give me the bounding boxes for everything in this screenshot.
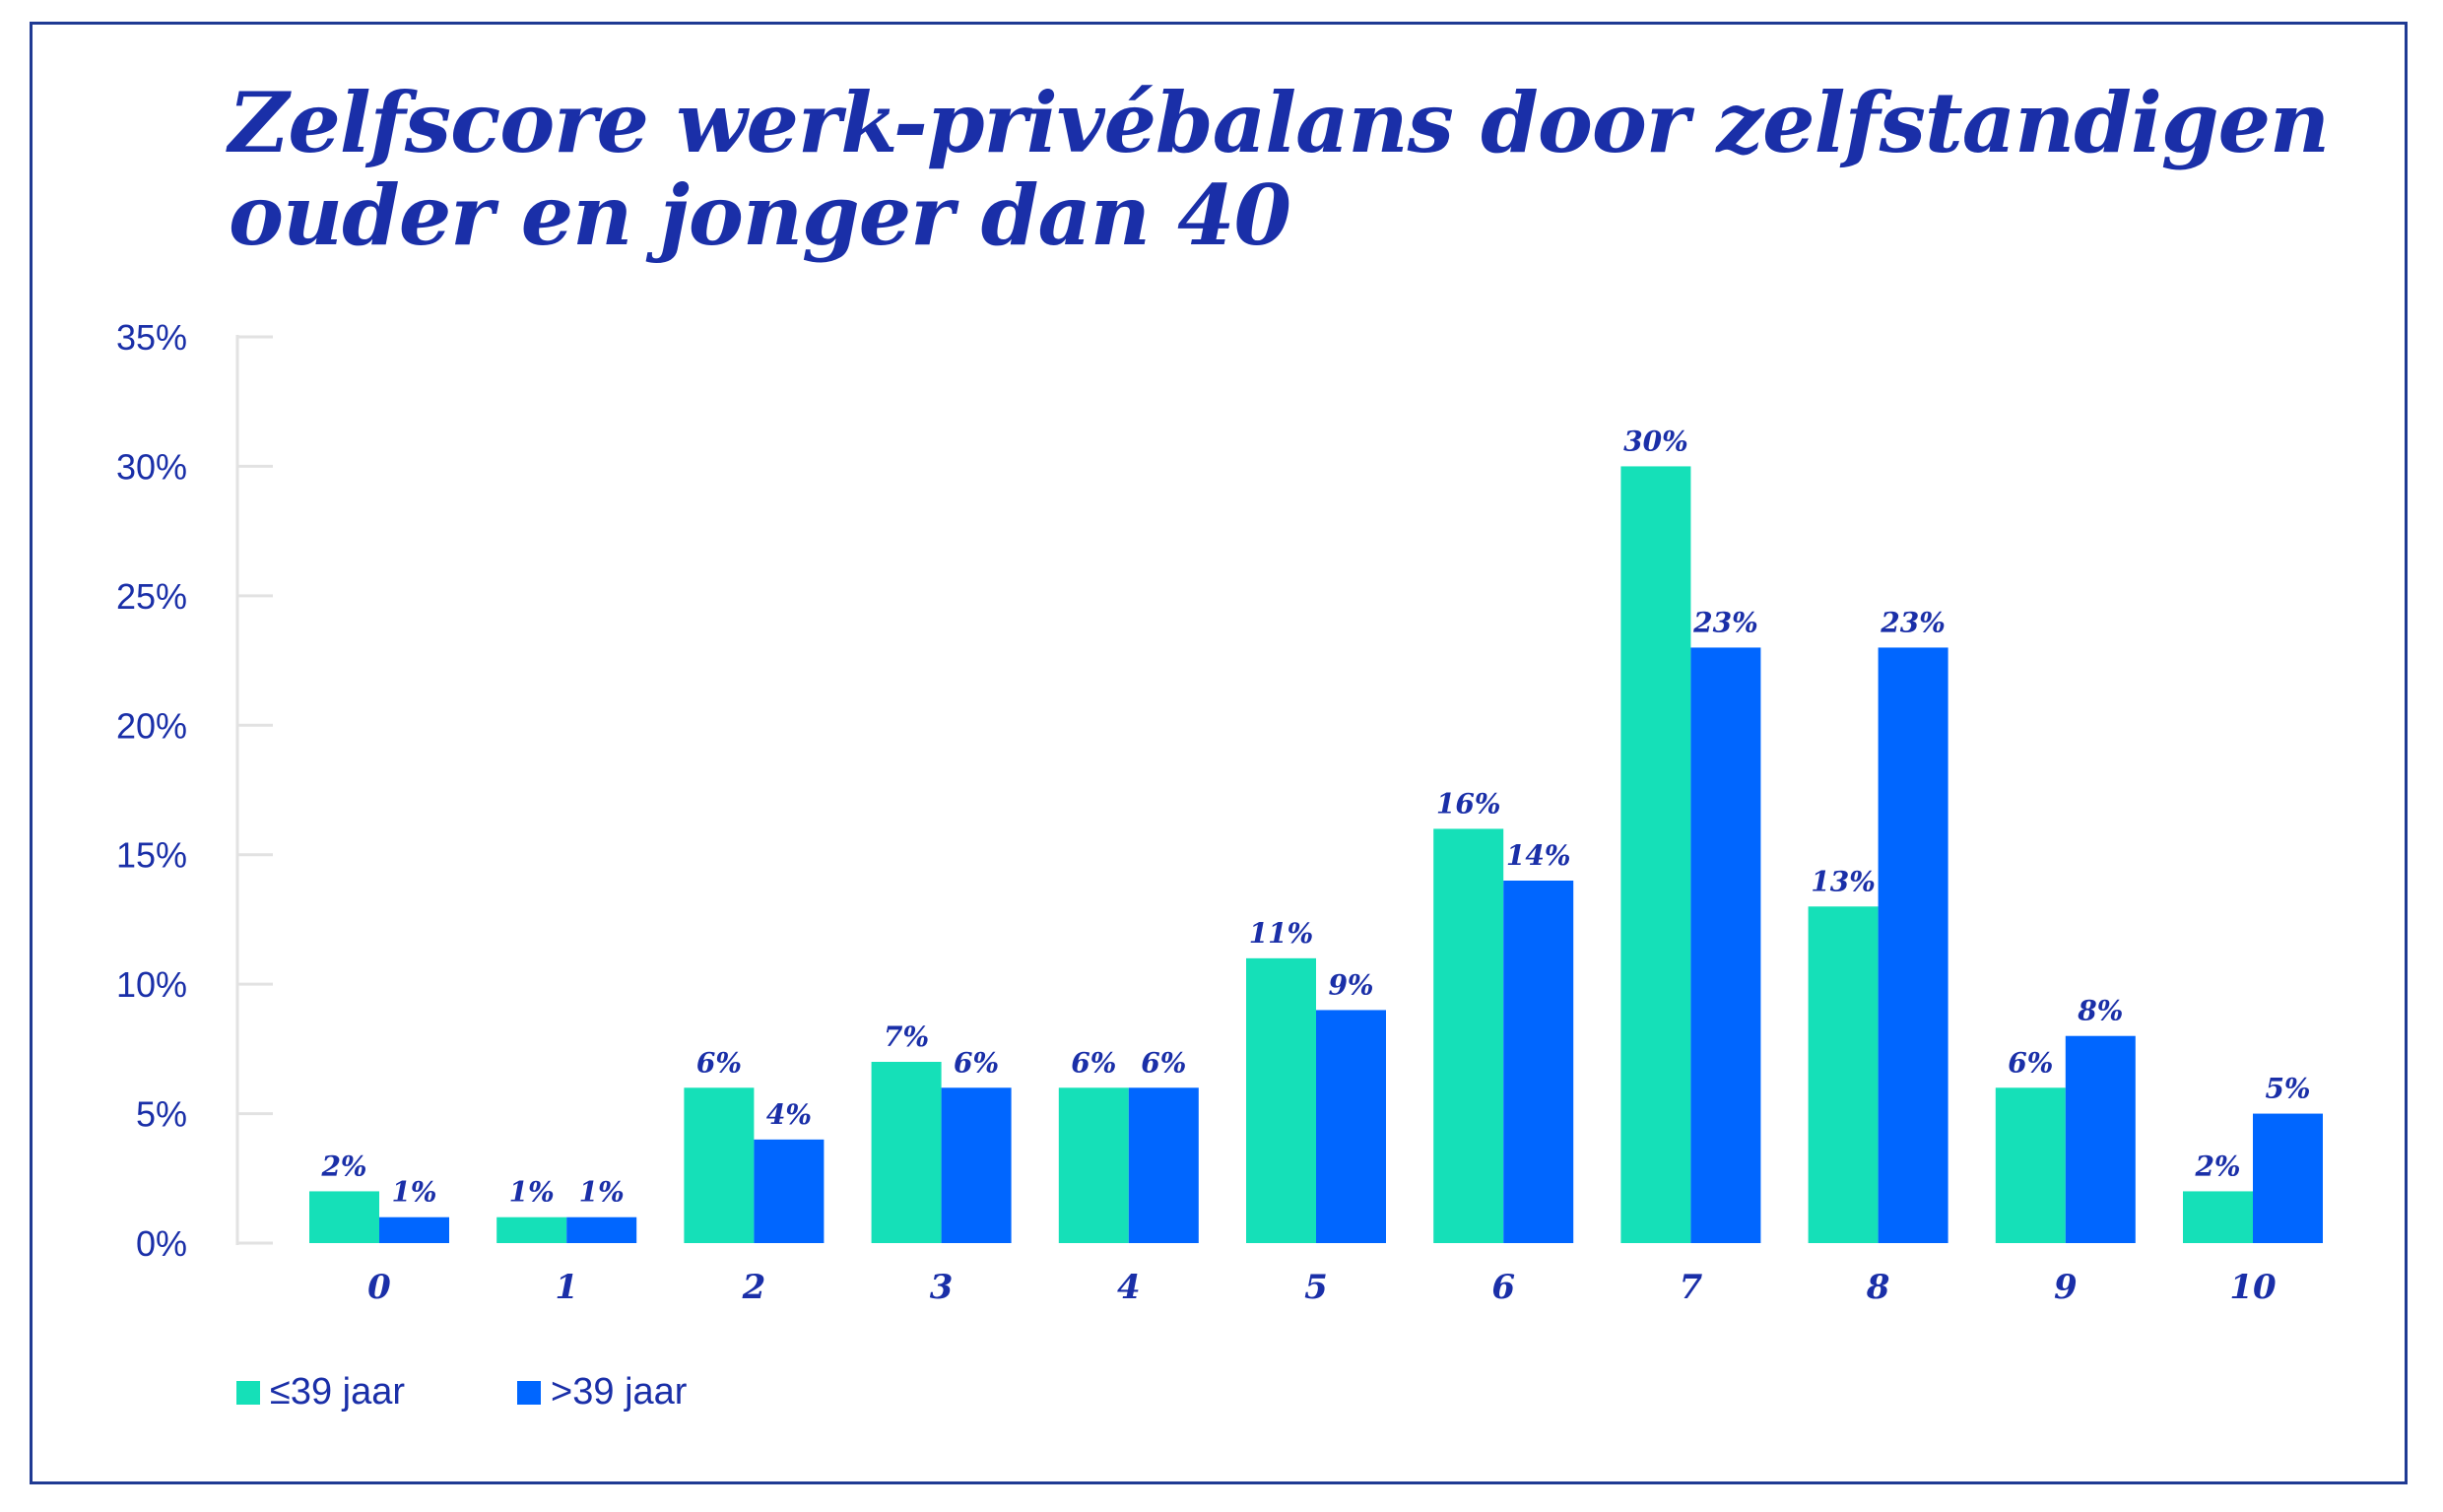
- x-tick-label-9: 9: [2054, 1268, 2078, 1307]
- data-label-series-2-cat-7: 23%: [1692, 606, 1758, 638]
- bar-series-1-cat-4: [1058, 1087, 1129, 1243]
- data-label-series-1-cat-10: 2%: [2194, 1150, 2240, 1182]
- data-label-series-2-cat-5: 9%: [1328, 968, 1373, 1001]
- bar-series-2-cat-1: [566, 1216, 637, 1243]
- bar-series-2-cat-8: [1878, 647, 1948, 1243]
- bar-series-1-cat-9: [1995, 1087, 2066, 1243]
- bar-series-2-cat-2: [754, 1139, 825, 1243]
- chart-title-line-1: Zelfscore werk-privébalans door zelfstan…: [229, 74, 2330, 171]
- data-label-series-2-cat-10: 5%: [2265, 1073, 2310, 1105]
- data-label-series-2-cat-2: 4%: [766, 1098, 812, 1131]
- x-tick-label-7: 7: [1680, 1268, 1703, 1307]
- legend-label-series-2: >39 jaar: [551, 1371, 688, 1413]
- bar-series-2-cat-9: [2065, 1035, 2136, 1243]
- data-label-series-2-cat-0: 1%: [391, 1176, 436, 1209]
- bar-series-2-cat-7: [1690, 647, 1761, 1243]
- legend-label-series-1: ≤39 jaar: [270, 1371, 406, 1413]
- data-label-series-1-cat-0: 2%: [320, 1150, 366, 1182]
- data-label-series-1-cat-9: 6%: [2008, 1046, 2053, 1079]
- y-tick-label: 30%: [116, 446, 187, 487]
- bar-series-2-cat-10: [2253, 1113, 2323, 1243]
- data-label-series-2-cat-1: 1%: [579, 1176, 625, 1209]
- y-tick-label: 10%: [116, 964, 187, 1005]
- legend-item-series-2: >39 jaar: [517, 1371, 687, 1413]
- bar-series-2-cat-3: [941, 1087, 1012, 1243]
- bar-series-1-cat-6: [1433, 828, 1504, 1243]
- y-tick-label: 0%: [136, 1223, 187, 1264]
- bar-series-1-cat-1: [496, 1216, 567, 1243]
- x-tick-label-3: 3: [930, 1268, 954, 1307]
- data-label-series-1-cat-6: 16%: [1436, 787, 1501, 820]
- bar-series-1-cat-2: [684, 1087, 755, 1243]
- bar-series-1-cat-3: [871, 1062, 942, 1243]
- legend: ≤39 jaar >39 jaar: [236, 1371, 799, 1413]
- data-label-series-1-cat-4: 6%: [1071, 1046, 1116, 1079]
- chart-title-line-2: ouder en jonger dan 40: [229, 166, 1291, 264]
- y-tick-label: 35%: [116, 317, 187, 358]
- data-label-series-2-cat-8: 23%: [1880, 606, 1946, 638]
- x-tick-label-1: 1: [555, 1268, 578, 1307]
- x-tick-label-0: 0: [367, 1268, 391, 1307]
- bar-series-2-cat-0: [379, 1216, 449, 1243]
- y-tick-label: 25%: [116, 576, 187, 617]
- data-label-series-1-cat-3: 7%: [884, 1020, 929, 1053]
- data-label-series-1-cat-1: 1%: [509, 1176, 555, 1209]
- data-label-series-1-cat-5: 11%: [1249, 917, 1314, 950]
- bar-series-1-cat-5: [1246, 957, 1316, 1243]
- x-tick-label-5: 5: [1304, 1268, 1328, 1307]
- legend-swatch-series-2: [517, 1380, 542, 1405]
- data-label-series-2-cat-9: 8%: [2077, 995, 2123, 1027]
- x-tick-label-10: 10: [2229, 1268, 2277, 1307]
- data-label-series-2-cat-4: 6%: [1141, 1046, 1186, 1079]
- bar-series-2-cat-6: [1503, 881, 1574, 1243]
- legend-swatch-series-1: [236, 1380, 260, 1405]
- y-tick-label: 20%: [116, 705, 187, 746]
- x-tick-label-8: 8: [1866, 1268, 1890, 1307]
- data-label-series-2-cat-6: 14%: [1506, 839, 1571, 872]
- bar-series-1-cat-8: [1808, 906, 1879, 1243]
- data-label-series-2-cat-3: 6%: [954, 1046, 999, 1079]
- bar-series-2-cat-4: [1128, 1087, 1199, 1243]
- data-label-series-1-cat-7: 30%: [1623, 425, 1688, 457]
- data-label-series-1-cat-8: 13%: [1811, 865, 1876, 897]
- x-tick-label-2: 2: [742, 1268, 766, 1307]
- bar-series-2-cat-5: [1316, 1010, 1386, 1243]
- x-tick-label-4: 4: [1117, 1268, 1141, 1307]
- legend-item-series-1: ≤39 jaar: [236, 1371, 405, 1413]
- bar-series-1-cat-0: [309, 1191, 379, 1243]
- bar-series-1-cat-10: [2183, 1191, 2253, 1243]
- bar-series-1-cat-7: [1620, 466, 1691, 1243]
- data-label-series-1-cat-2: 6%: [696, 1046, 742, 1079]
- chart-title: Zelfscore werk-privébalans door zelfstan…: [229, 77, 2346, 262]
- y-tick-label: 15%: [116, 835, 187, 876]
- x-tick-label-6: 6: [1491, 1268, 1515, 1307]
- chart-frame: [30, 22, 2408, 1484]
- y-tick-label: 5%: [136, 1094, 187, 1135]
